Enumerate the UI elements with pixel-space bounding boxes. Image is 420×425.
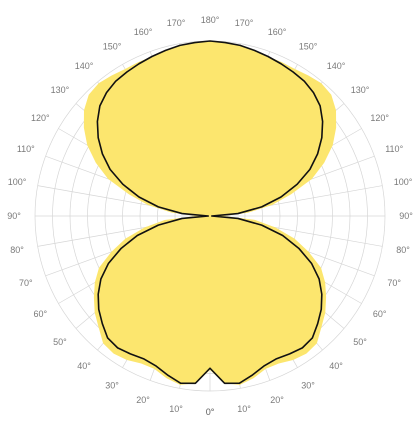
- angle-label-left-160: 160°: [134, 27, 153, 37]
- angle-label-left-30: 30°: [105, 381, 119, 391]
- angle-label-left-170: 170°: [167, 18, 186, 28]
- angle-label-right-0: 0°: [206, 407, 215, 417]
- angle-label-right-20: 20°: [270, 395, 284, 405]
- angle-label-right-60: 60°: [373, 309, 387, 319]
- angle-label-right-10: 10°: [237, 404, 251, 414]
- angle-label-right-170: 170°: [235, 18, 254, 28]
- angle-label-left-100: 100°: [8, 177, 27, 187]
- angle-label-right-180: 180°: [201, 15, 220, 25]
- angle-label-right-90: 90°: [399, 211, 413, 221]
- angle-label-left-40: 40°: [77, 361, 91, 371]
- angle-label-right-70: 70°: [387, 278, 401, 288]
- angle-label-left-50: 50°: [53, 337, 67, 347]
- angle-label-right-140: 140°: [327, 61, 346, 71]
- angle-label-left-10: 10°: [169, 404, 183, 414]
- angle-label-left-90: 90°: [7, 211, 21, 221]
- angle-label-right-40: 40°: [329, 361, 343, 371]
- light-distribution-fill: [83, 41, 337, 385]
- angle-label-left-0: 0°: [206, 407, 215, 417]
- angle-label-right-50: 50°: [353, 337, 367, 347]
- angle-label-left-120: 120°: [31, 113, 50, 123]
- angle-label-right-30: 30°: [301, 381, 315, 391]
- angle-label-right-110: 110°: [385, 144, 403, 154]
- angle-label-right-80: 80°: [396, 245, 410, 255]
- angle-label-left-110: 110°: [17, 144, 35, 154]
- angle-label-left-60: 60°: [33, 309, 47, 319]
- angle-label-left-80: 80°: [10, 245, 24, 255]
- angle-label-right-120: 120°: [370, 113, 389, 123]
- angle-label-left-20: 20°: [136, 395, 150, 405]
- angle-label-left-150: 150°: [103, 41, 122, 51]
- angle-label-right-100: 100°: [394, 177, 413, 187]
- angle-labels: 0° 10° 20° 30° 40° 50° 60° 70° 80° 90° 100° 110° 120…: [7, 15, 413, 417]
- light-distribution-curve: [96, 40, 324, 385]
- series-fill-0: [83, 41, 337, 385]
- angle-label-left-140: 140°: [75, 61, 94, 71]
- angle-label-left-130: 130°: [51, 85, 70, 95]
- angle-label-right-160: 160°: [268, 27, 287, 37]
- series-line-1: [96, 40, 324, 385]
- angle-label-left-70: 70°: [19, 278, 33, 288]
- angle-label-right-150: 150°: [299, 41, 318, 51]
- angle-label-right-130: 130°: [351, 85, 370, 95]
